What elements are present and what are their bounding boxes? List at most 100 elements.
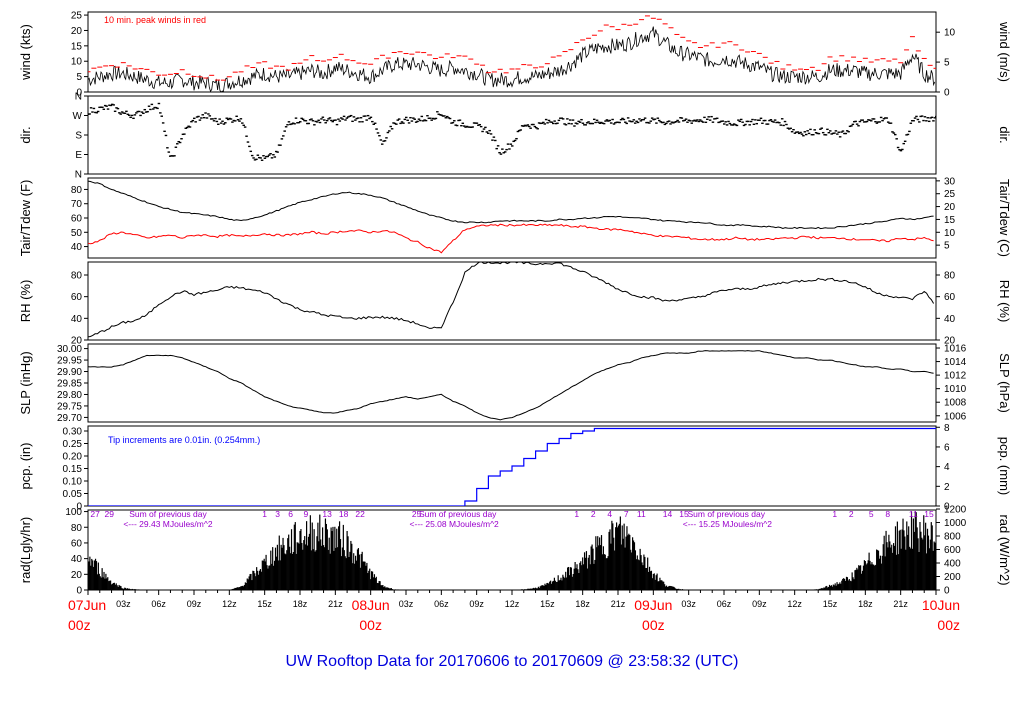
dir-point — [286, 124, 289, 126]
ylabel-rh: RH (%) — [18, 280, 33, 323]
ylabel-right-slp: SLP (hPa) — [997, 353, 1012, 413]
ytick-right-label-rad: 1200 — [944, 505, 967, 516]
dir-point — [869, 120, 873, 122]
dir-point — [690, 122, 693, 124]
dir-point — [406, 119, 409, 122]
dir-point — [127, 114, 131, 116]
dir-point — [833, 132, 836, 134]
dir-point — [447, 117, 450, 119]
dir-point — [693, 119, 696, 121]
dir-point — [636, 121, 640, 124]
dir-point — [362, 115, 366, 117]
dir-point — [269, 153, 272, 155]
dir-point — [765, 123, 768, 125]
dir-point — [604, 120, 607, 122]
dir-point — [817, 132, 821, 135]
dir-point — [255, 158, 258, 161]
rad-annotation: 11 — [909, 509, 918, 519]
dir-point — [788, 128, 791, 130]
dir-point — [135, 112, 138, 114]
dir-point — [577, 120, 580, 123]
dir-point — [597, 121, 600, 123]
ylabel-right-dir: dir. — [997, 126, 1012, 143]
dir-point — [648, 122, 651, 124]
dir-point — [236, 119, 240, 121]
dir-point — [778, 122, 781, 124]
plot-area-rad — [88, 511, 936, 590]
dir-point — [198, 119, 202, 121]
dir-point — [426, 115, 429, 117]
dir-point — [142, 112, 145, 115]
dir-point — [407, 122, 411, 124]
dir-point — [650, 117, 654, 119]
dir-point — [152, 108, 155, 110]
dir-point — [133, 114, 137, 116]
dir-point — [824, 134, 828, 136]
ytick-right-label-slp: 1012 — [944, 371, 967, 382]
dir-point — [365, 119, 368, 121]
ytick-right-label-rad: 400 — [944, 559, 961, 570]
dir-point — [378, 135, 381, 137]
dir-point — [756, 119, 760, 121]
xtick-label: 09z — [187, 599, 202, 609]
dir-point — [745, 120, 749, 123]
dir-point — [262, 155, 265, 157]
dir-point — [393, 122, 397, 125]
dir-point — [559, 117, 562, 119]
dir-point — [368, 117, 371, 120]
dir-point — [652, 118, 655, 121]
dir-point — [191, 119, 195, 122]
panel-wind: 0 5 10 15 20 25 0 5 10 wind (kts) wind (m/s) 10 min… — [18, 11, 1012, 99]
dir-point — [320, 118, 323, 120]
day-label-date: 08Jun — [352, 597, 390, 613]
ylabel-right-rad: rad (W/m^2) — [997, 514, 1012, 585]
dir-point — [341, 118, 344, 120]
annotation-wind-peak: 10 min. peak winds in red — [104, 15, 206, 25]
dir-point — [673, 121, 677, 123]
dir-point — [98, 106, 101, 109]
dir-point — [410, 120, 414, 122]
dir-point — [502, 152, 506, 154]
dir-point — [901, 148, 904, 151]
dir-point — [253, 159, 257, 161]
ytick-label-temp: 70 — [71, 199, 83, 210]
dir-point — [301, 118, 305, 120]
rad-annotation: Sum of previous day — [419, 509, 497, 519]
dir-point — [238, 120, 241, 122]
dir-point — [570, 123, 573, 125]
dir-point — [118, 112, 121, 114]
panel-rh: 20 40 60 80 20 40 60 80 RH (%) RH (%) — [18, 261, 1012, 347]
dir-point — [793, 132, 797, 134]
rad-annotation: 1 — [832, 509, 837, 519]
dir-point — [854, 120, 857, 123]
dir-point — [622, 118, 626, 121]
dir-point — [470, 126, 473, 129]
dir-point — [632, 119, 636, 121]
dir-point — [106, 108, 110, 110]
dir-point — [800, 133, 804, 135]
dir-point — [226, 118, 230, 121]
dir-point — [485, 131, 489, 133]
dir-point — [836, 133, 839, 135]
dir-point — [827, 132, 831, 134]
dir-point — [730, 124, 733, 126]
dir-point — [530, 123, 534, 126]
dir-point — [554, 122, 558, 125]
dir-point — [494, 139, 497, 142]
dir-point — [427, 117, 431, 119]
dir-point — [713, 118, 716, 120]
dir-point — [99, 106, 103, 108]
dir-point — [405, 116, 408, 119]
dir-point — [300, 117, 303, 120]
dir-point — [477, 124, 480, 126]
dir-point — [274, 150, 278, 153]
dir-point — [390, 128, 394, 130]
dir-point — [385, 137, 388, 139]
dir-point — [453, 120, 456, 122]
ytick-label-dir: S — [75, 131, 82, 142]
dir-point — [643, 117, 647, 119]
dir-point — [588, 122, 592, 125]
dir-point — [602, 122, 606, 125]
dir-point — [246, 141, 250, 143]
dir-point — [132, 117, 135, 120]
